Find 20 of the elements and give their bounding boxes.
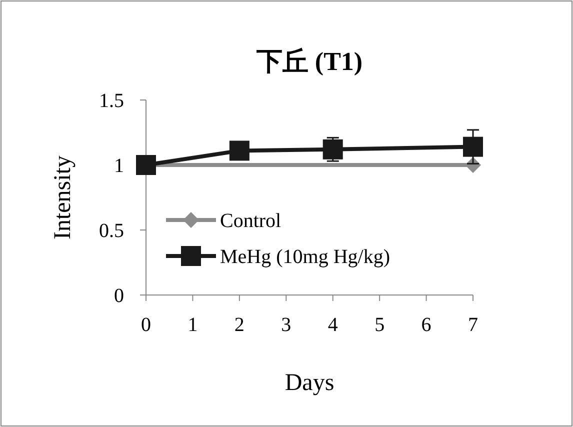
legend-label: Control	[220, 210, 282, 232]
x-tick-label: 4	[328, 314, 338, 336]
chart-title: 下丘 (T1)	[255, 47, 363, 76]
x-tick-label: 0	[141, 314, 151, 336]
point	[322, 139, 343, 160]
legend-label: MeHg (10mg Hg/kg)	[220, 246, 390, 268]
y-tick-label: 0	[114, 285, 124, 307]
y-tick-label: 1	[114, 155, 124, 177]
x-tick-label: 2	[234, 314, 244, 336]
x-tick-label: 3	[281, 314, 292, 336]
y-tick-label: 0.5	[99, 220, 124, 242]
x-tick-label: 7	[468, 314, 478, 336]
y-axis-title: Intensity	[50, 156, 76, 240]
x-tick-label: 5	[374, 314, 385, 336]
x-tick-label: 6	[421, 314, 432, 336]
point	[229, 140, 250, 161]
y-tick-label: 1.5	[99, 90, 124, 112]
point	[463, 136, 483, 157]
x-axis-title: Days	[284, 370, 334, 396]
x-tick-label: 1	[188, 314, 198, 336]
